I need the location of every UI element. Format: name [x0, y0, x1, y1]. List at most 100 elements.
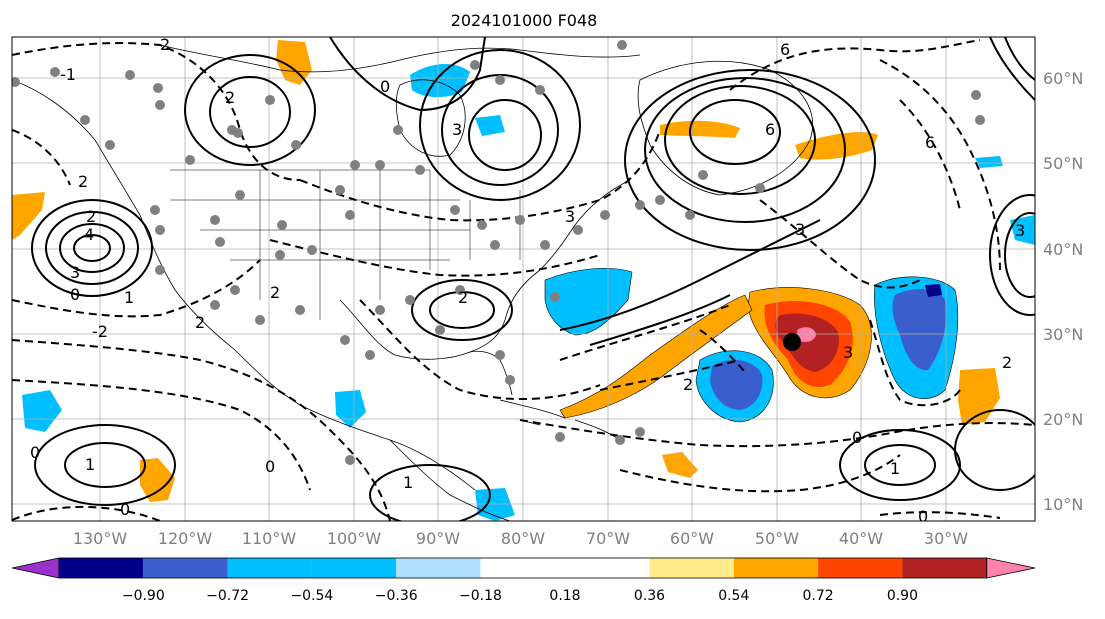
contour-label: 3	[1015, 221, 1025, 240]
dashed-contour-9	[359, 299, 601, 401]
contour-label: 2	[458, 288, 468, 307]
lon-label: 60°W	[670, 529, 714, 548]
dashed-contour-5	[12, 379, 311, 491]
colorbar-tick-label: 0.90	[887, 588, 918, 604]
colorbar-segment	[311, 558, 397, 578]
lon-label: 100°W	[327, 529, 382, 548]
dashed-contour-17	[619, 454, 901, 493]
contour-high-greenland-4	[689, 99, 781, 165]
contour-label: 2	[225, 88, 235, 107]
positive-anomaly-pacific	[140, 458, 175, 502]
contour-label: 2	[195, 313, 205, 332]
solid-contours	[31, 37, 1035, 521]
contour-high-greenland-3	[664, 85, 816, 195]
positive-anomaly-caribbean	[662, 452, 698, 478]
contour-low-canada-west	[184, 54, 316, 166]
contour-label: 3	[452, 120, 462, 139]
colorbar-tick-label: −0.90	[122, 588, 165, 604]
contour-low-gulf	[411, 279, 513, 341]
storm-center-marker	[783, 333, 801, 351]
dashed-contour-1	[12, 42, 301, 181]
negative-anomaly-central-atlantic-core	[710, 360, 763, 410]
colorbar-segment	[902, 558, 987, 578]
colorbar-segment	[227, 558, 312, 578]
map-frame-border	[11, 36, 1036, 522]
contour-ridge-north-2	[1004, 37, 1035, 81]
colorbar-segment	[396, 558, 481, 578]
map-frame-bg	[12, 37, 1035, 521]
central-america	[389, 439, 511, 521]
dashed-contour-2	[12, 129, 71, 186]
north-america-west-coast	[12, 79, 476, 491]
lon-label: 80°W	[501, 529, 545, 548]
dashed-contours	[12, 39, 1035, 521]
colorbar-segment	[480, 558, 650, 578]
contour-label: 0	[30, 443, 40, 462]
dashed-contour-10	[519, 419, 1035, 448]
contour-label: 2	[270, 283, 280, 302]
contour-label: 1	[403, 473, 413, 492]
negative-anomaly-central-america	[475, 488, 515, 521]
contour-labels: 4 2 3 0 1 -2 2 -1 2 2 2 2 0 3 3 2 0 1 0 …	[30, 35, 1025, 521]
us-states-grid	[170, 169, 521, 320]
contour-low-hudson-3	[468, 99, 542, 171]
negative-anomaly-hudson	[410, 64, 470, 98]
contour-low-pacific-2	[45, 211, 139, 285]
colorbar-segment	[143, 558, 228, 578]
lon-label: 120°W	[158, 529, 213, 548]
colorbar-tick-label: −0.54	[290, 588, 333, 604]
contour-label: 0	[265, 457, 275, 476]
max-anomaly-east-atlantic	[775, 313, 839, 372]
contour-low-pacific-3	[59, 223, 125, 273]
dashed-contour-12	[559, 304, 731, 361]
lon-label: 40°W	[839, 529, 883, 548]
contour-label: 3	[795, 220, 805, 239]
graticule	[12, 37, 1035, 521]
coastlines	[12, 44, 813, 521]
hudson-bay	[395, 79, 466, 157]
contour-label: 0	[120, 500, 130, 519]
dashed-contour-4	[12, 339, 391, 521]
contour-low-pacific	[31, 199, 153, 297]
lon-label: 30°W	[924, 529, 968, 548]
contour-ridge-atlantic	[559, 219, 821, 331]
colorbar-segment	[733, 558, 819, 578]
lon-label: 70°W	[586, 529, 630, 548]
colorbar-min-arrow	[11, 557, 60, 579]
contour-label: 3	[70, 263, 80, 282]
lon-label: 130°W	[73, 529, 128, 548]
negative-anomaly-pacific	[22, 390, 62, 432]
positive-anomaly-arctic	[276, 40, 312, 85]
dashed-contour-16	[869, 319, 961, 407]
colorbar-tick-label: −0.18	[459, 588, 502, 604]
dashed-contour-14	[879, 59, 1001, 271]
positive-anomaly-greenland	[660, 120, 740, 138]
contour-label: 6	[780, 40, 790, 59]
contour-label: 2	[86, 207, 96, 226]
contour-ridge-atlantic-2	[589, 294, 731, 346]
colorbar-tick-label: −0.72	[206, 588, 249, 604]
contour-label: 0	[380, 77, 390, 96]
contour-label: 3	[843, 343, 853, 362]
contour-label: 2	[1002, 353, 1012, 372]
contour-label: 2	[160, 35, 170, 54]
colorbar-tick-label: −0.36	[375, 588, 418, 604]
contour-low-pacific-4	[73, 234, 111, 262]
contour-low-south-pacific-2	[64, 442, 146, 488]
contour-label: 1	[124, 288, 134, 307]
lat-label: 20°N	[1043, 410, 1083, 429]
contour-label: 1	[890, 459, 900, 478]
contour-label: 0	[70, 285, 80, 304]
negative-anomaly-labrador	[475, 115, 505, 136]
dashed-contour-20	[879, 511, 1001, 519]
dashed-contour-19	[699, 329, 746, 373]
contour-low-canada-west-2	[209, 76, 291, 148]
contour-ridge-north	[989, 37, 1035, 101]
negative-anomaly-mexico	[335, 390, 366, 428]
colorbar: −0.90 −0.72 −0.54 −0.36 −0.18 0.18 0.36 …	[11, 557, 1036, 604]
lat-label: 60°N	[1043, 69, 1083, 88]
negative-anomaly-north-east	[975, 156, 1003, 168]
negative-center-marker	[929, 285, 939, 295]
colorbar-segment	[649, 558, 734, 578]
contour-high-polar	[329, 37, 486, 112]
